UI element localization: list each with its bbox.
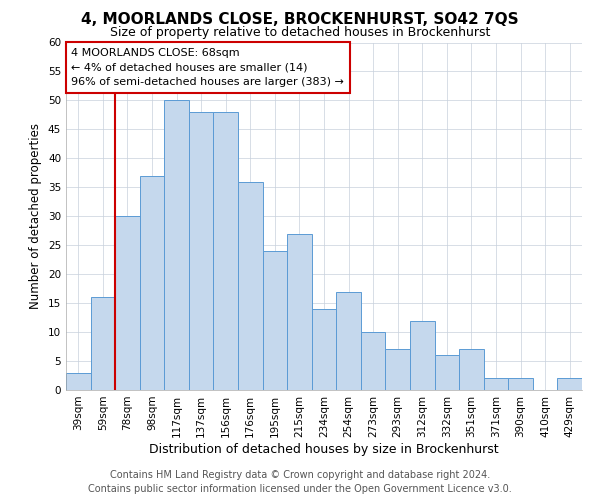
Bar [189,112,214,390]
Bar [91,298,115,390]
Bar [434,355,459,390]
Bar [557,378,582,390]
Text: 4, MOORLANDS CLOSE, BROCKENHURST, SO42 7QS: 4, MOORLANDS CLOSE, BROCKENHURST, SO42 7… [81,12,519,28]
Text: 4 MOORLANDS CLOSE: 68sqm
← 4% of detached houses are smaller (14)
96% of semi-de: 4 MOORLANDS CLOSE: 68sqm ← 4% of detache… [71,48,344,88]
Bar [238,182,263,390]
Bar [385,350,410,390]
Text: Size of property relative to detached houses in Brockenhurst: Size of property relative to detached ho… [110,26,490,39]
Bar [263,251,287,390]
Bar [287,234,312,390]
Bar [459,350,484,390]
X-axis label: Distribution of detached houses by size in Brockenhurst: Distribution of detached houses by size … [149,442,499,456]
Bar [508,378,533,390]
Y-axis label: Number of detached properties: Number of detached properties [29,123,43,309]
Bar [66,372,91,390]
Bar [164,100,189,390]
Bar [214,112,238,390]
Bar [140,176,164,390]
Text: Contains HM Land Registry data © Crown copyright and database right 2024.
Contai: Contains HM Land Registry data © Crown c… [88,470,512,494]
Bar [115,216,140,390]
Bar [484,378,508,390]
Bar [410,320,434,390]
Bar [336,292,361,390]
Bar [312,309,336,390]
Bar [361,332,385,390]
